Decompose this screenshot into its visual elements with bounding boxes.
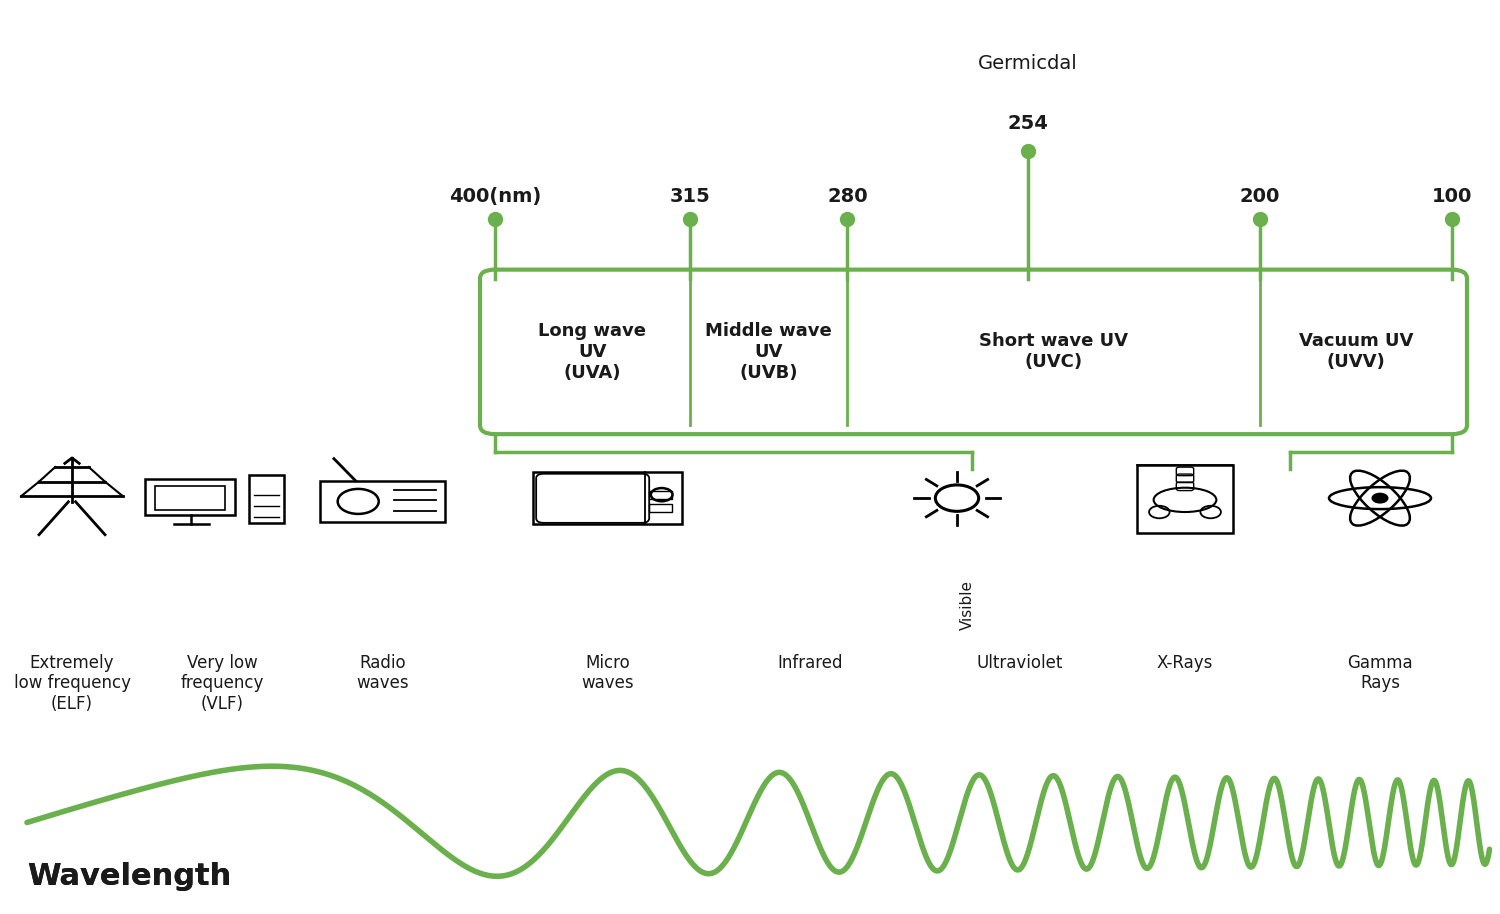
Text: Short wave UV
(UVC): Short wave UV (UVC)	[980, 333, 1128, 371]
Text: Long wave
UV
(UVA): Long wave UV (UVA)	[538, 322, 646, 382]
Text: Very low
frequency
(VLF): Very low frequency (VLF)	[180, 654, 264, 713]
Text: Ultraviolet: Ultraviolet	[976, 654, 1064, 672]
FancyBboxPatch shape	[480, 270, 1467, 434]
Text: Gamma
Rays: Gamma Rays	[1347, 654, 1413, 692]
Text: Wavelength: Wavelength	[27, 862, 231, 891]
Text: Extremely
low frequency
(ELF): Extremely low frequency (ELF)	[13, 654, 130, 713]
Text: Vacuum UV
(UVV): Vacuum UV (UVV)	[1299, 333, 1413, 371]
Text: Middle wave
UV
(UVB): Middle wave UV (UVB)	[705, 322, 833, 382]
Text: 315: 315	[669, 186, 711, 206]
Text: X-Rays: X-Rays	[1156, 654, 1214, 672]
Text: Visible: Visible	[960, 580, 975, 631]
Text: Micro
waves: Micro waves	[580, 654, 634, 692]
Circle shape	[1372, 494, 1388, 503]
Text: 254: 254	[1007, 113, 1048, 133]
Text: 400(nm): 400(nm)	[448, 186, 542, 206]
Text: Infrared: Infrared	[777, 654, 843, 672]
Text: Radio
waves: Radio waves	[356, 654, 410, 692]
Text: 280: 280	[827, 186, 868, 206]
Text: Germicdal: Germicdal	[978, 54, 1077, 73]
Text: 200: 200	[1240, 186, 1280, 206]
Text: 100: 100	[1432, 186, 1472, 206]
Text: Wavelength: Wavelength	[27, 862, 231, 891]
